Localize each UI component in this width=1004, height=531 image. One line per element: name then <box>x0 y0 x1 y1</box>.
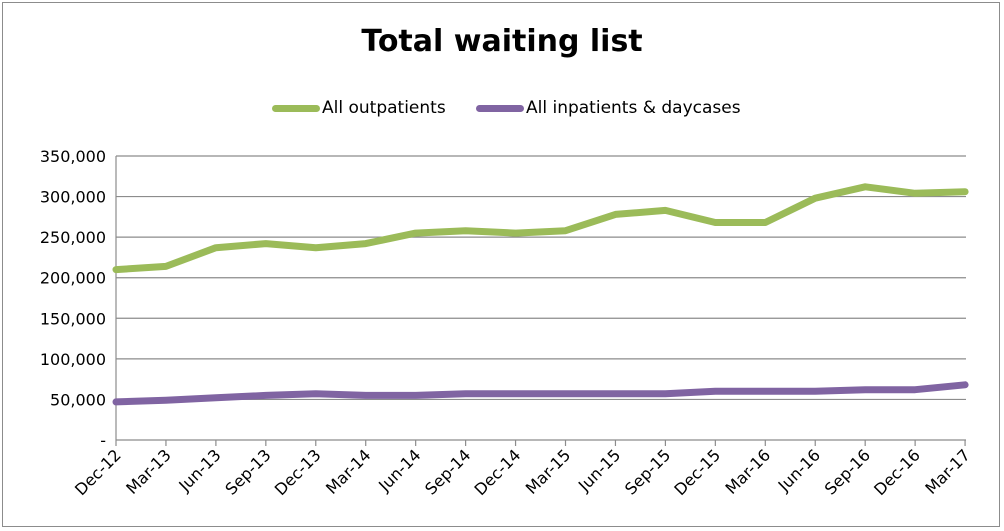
x-tick-label: Sep-16 <box>821 445 874 498</box>
y-tick-label: - <box>100 431 106 450</box>
x-tick-label: Mar-14 <box>322 445 375 498</box>
series-line-inpatients <box>112 381 969 406</box>
x-tick-label: Mar-13 <box>122 445 175 498</box>
y-tick-label: 300,000 <box>40 188 106 207</box>
legend-label-inpatients: All inpatients & daycases <box>526 98 741 118</box>
x-tick-label: Dec-12 <box>71 445 125 499</box>
x-tick-label: Jun-15 <box>574 445 624 495</box>
y-tick-label: 150,000 <box>40 309 106 328</box>
legend-item-inpatients: All inpatients & daycases <box>476 96 741 120</box>
x-tick-label: Jun-16 <box>774 445 824 495</box>
x-tick-label: Mar-17 <box>921 445 974 498</box>
x-tick-label: Sep-14 <box>421 445 474 498</box>
y-tick-label: 250,000 <box>40 228 106 247</box>
x-tick-label: Sep-13 <box>221 445 274 498</box>
x-tick-label: Dec-14 <box>471 445 525 499</box>
legend-swatch-outpatients <box>272 104 320 112</box>
legend-item-outpatients: All outpatients <box>272 96 446 120</box>
x-tick-label: Dec-16 <box>870 445 924 499</box>
y-tick-label: 100,000 <box>40 350 106 369</box>
x-tick-label: Sep-15 <box>621 445 674 498</box>
legend-swatch-inpatients <box>476 104 524 112</box>
x-tick-label: Jun-14 <box>374 445 424 495</box>
legend-label-outpatients: All outpatients <box>322 98 446 118</box>
x-tick-label: Dec-15 <box>670 445 724 499</box>
y-tick-label: 200,000 <box>40 269 106 288</box>
x-tick-label: Jun-13 <box>174 445 224 495</box>
chart-title: Total waiting list <box>361 24 643 59</box>
x-tick-label: Mar-16 <box>722 445 775 498</box>
x-tick-label: Mar-15 <box>522 445 575 498</box>
y-tick-label: 50,000 <box>50 390 106 409</box>
y-tick-label: 350,000 <box>40 147 106 166</box>
x-tick-label: Dec-13 <box>271 445 325 499</box>
series-line-outpatients <box>112 183 969 274</box>
